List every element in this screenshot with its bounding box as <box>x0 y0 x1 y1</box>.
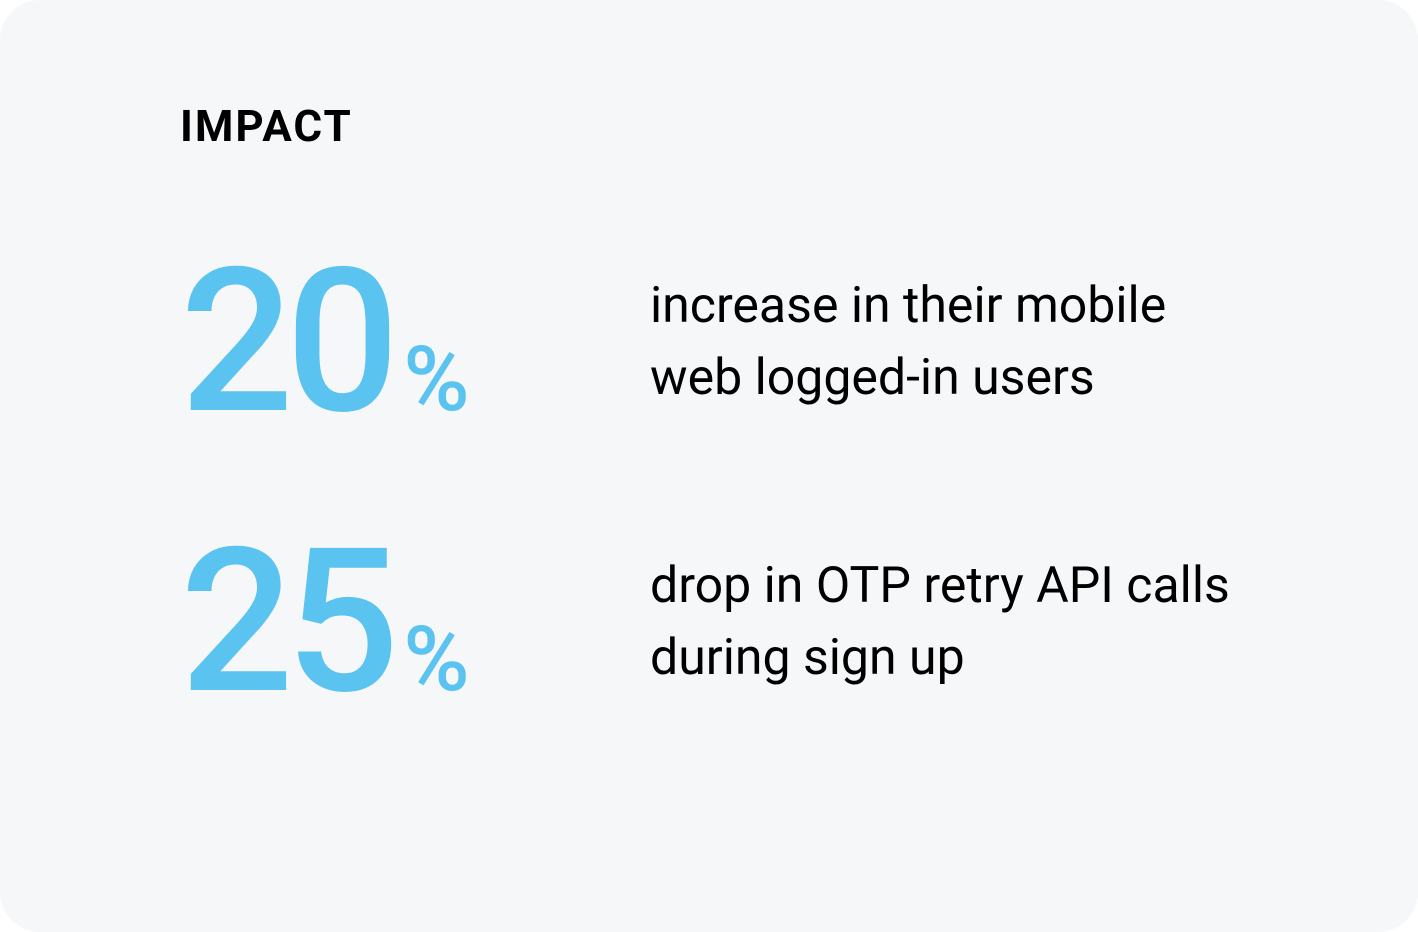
stat-number: 20 <box>180 242 391 442</box>
stat-number: 25 <box>180 522 391 722</box>
impact-heading: IMPACT <box>180 100 1238 152</box>
stat-description: increase in their mobile web logged-in u… <box>650 270 1238 415</box>
stats-container: 20 % increase in their mobile web logged… <box>180 242 1238 722</box>
stat-description: drop in OTP retry API calls during sign … <box>650 550 1238 695</box>
stat-number-wrap: 20 % <box>180 242 580 442</box>
stat-row: 25 % drop in OTP retry API calls during … <box>180 522 1238 722</box>
stat-number-wrap: 25 % <box>180 522 580 722</box>
percent-icon: % <box>403 615 469 705</box>
percent-icon: % <box>403 335 469 425</box>
impact-card: IMPACT 20 % increase in their mobile web… <box>0 0 1418 932</box>
stat-row: 20 % increase in their mobile web logged… <box>180 242 1238 442</box>
